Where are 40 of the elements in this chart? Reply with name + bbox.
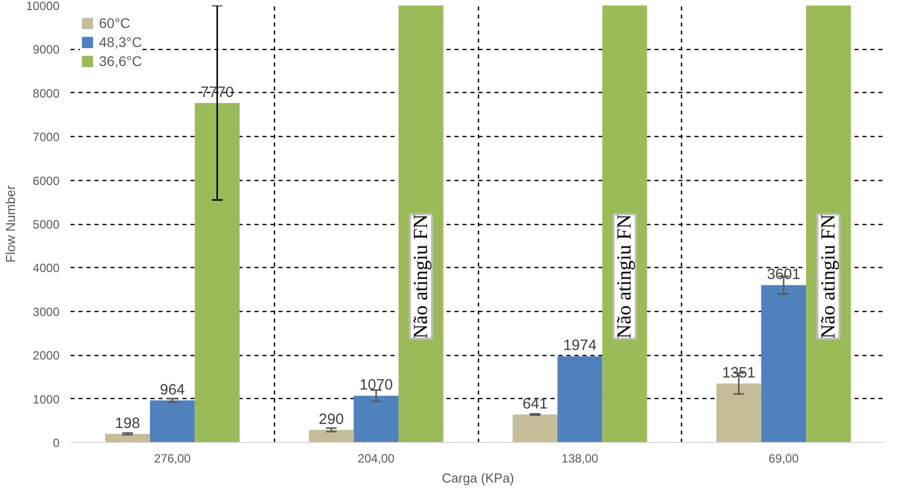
y-tick-label: 0	[52, 436, 60, 450]
data-label: 1070	[359, 376, 393, 394]
y-tick-label: 5000	[32, 218, 60, 232]
bar	[354, 396, 399, 442]
data-label: 1974	[563, 337, 597, 354]
y-tick-label: 3000	[32, 304, 60, 319]
y-tick-label: 6000	[32, 174, 60, 188]
y-tick-label: 1000	[32, 392, 60, 406]
data-label: 964	[160, 381, 185, 398]
annotation: Não atingiu FN	[614, 214, 636, 339]
bar	[512, 414, 558, 442]
data-label: 641	[522, 395, 548, 412]
y-tick-label: 10000	[26, 0, 60, 13]
bar	[557, 356, 602, 442]
x-axis-title: Carga (KPa)	[442, 470, 514, 486]
annotation: Não atingiu FN	[817, 214, 840, 339]
legend-label: 48,3°C	[99, 34, 142, 50]
x-tick-label: 138,00	[562, 452, 599, 466]
y-axis-title: Flow Number	[3, 184, 18, 263]
data-label: 290	[318, 410, 344, 428]
y-tick-label: 2000	[32, 348, 60, 363]
bar	[105, 434, 150, 442]
bar	[761, 285, 806, 442]
x-tick-label: 204,00	[358, 452, 395, 466]
data-label: 1351	[722, 364, 756, 382]
x-tick-label: 69,00	[768, 452, 799, 466]
y-tick-label: 9000	[32, 42, 60, 57]
legend-label: 36,6°C	[99, 53, 142, 69]
y-tick-label: 7000	[32, 130, 60, 144]
bar	[150, 400, 195, 442]
data-label: 198	[115, 414, 140, 432]
annotation: Não atingiu FN	[410, 214, 432, 339]
bar	[194, 102, 240, 442]
y-tick-label: 4000	[32, 261, 60, 276]
bar	[716, 383, 762, 442]
bar	[308, 430, 354, 442]
data-label: 3601	[766, 266, 800, 284]
x-tick-label: 276,00	[154, 452, 192, 466]
legend-label: 60°C	[99, 15, 130, 31]
y-tick-label: 8000	[32, 86, 60, 100]
